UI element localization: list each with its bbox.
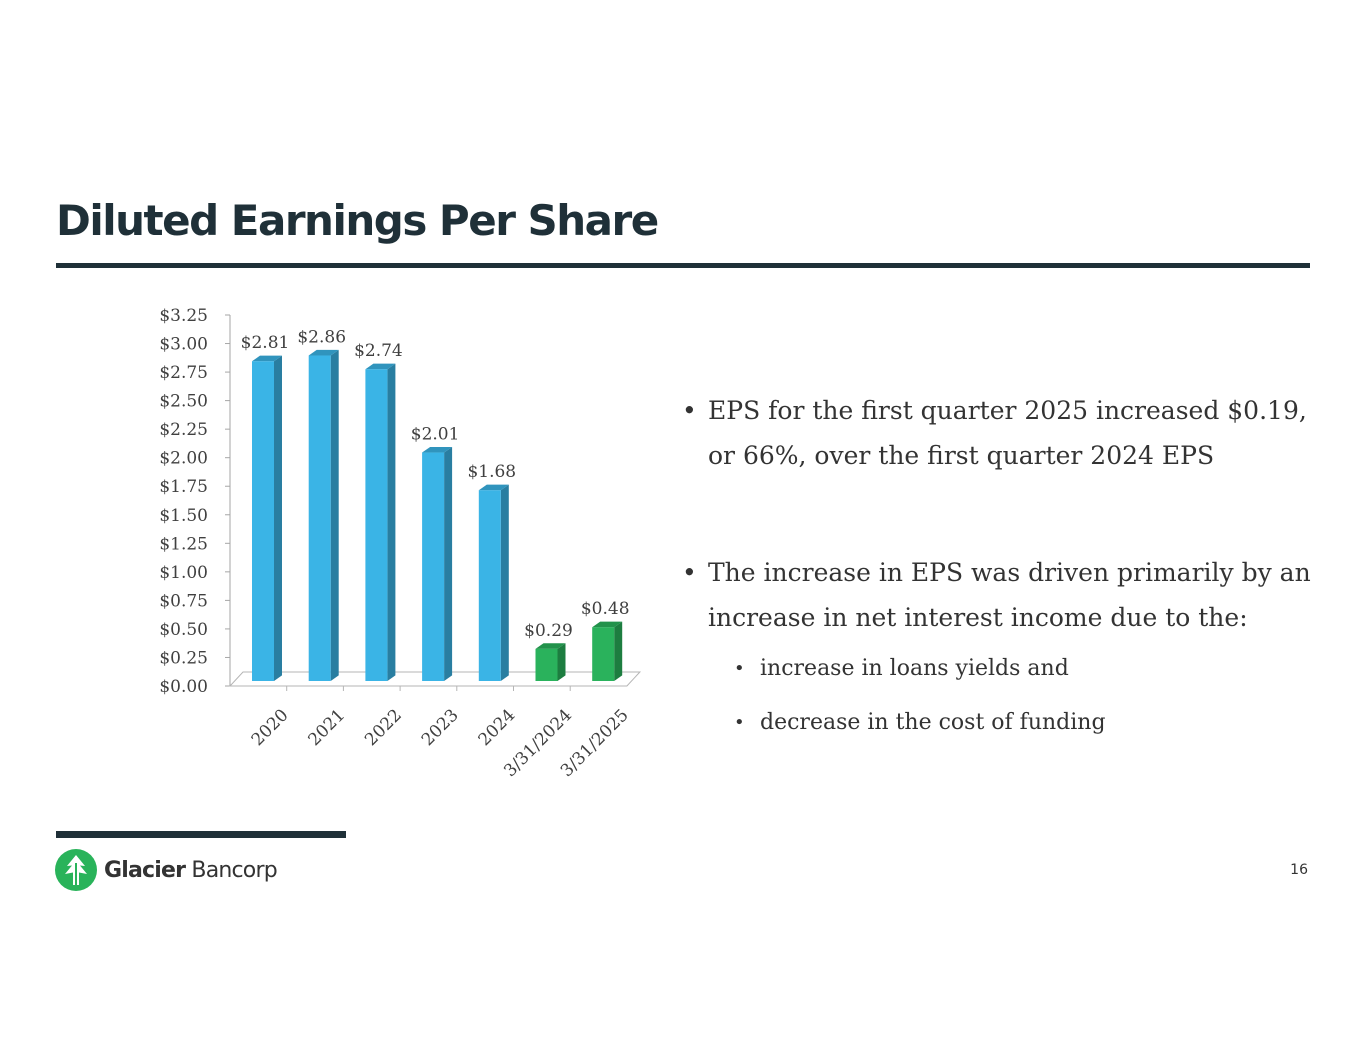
bar-2024: [478, 484, 509, 681]
bullet-list: EPS for the first quarter 2025 increased…: [680, 388, 1340, 741]
y-tick-label: $1.25: [159, 534, 208, 554]
y-tick-label: $0.25: [159, 648, 208, 668]
y-tick-label: $0.00: [159, 677, 208, 697]
footer-divider: [56, 831, 346, 838]
logo-wordmark: Glacier Bancorp: [104, 857, 278, 883]
bar-2022: [365, 363, 396, 681]
y-tick-label: $2.00: [159, 449, 208, 469]
y-tick-label: $2.25: [159, 420, 208, 440]
bar-value-label: $2.81: [241, 333, 290, 353]
sub-bullet-item: increase in loans yields and: [680, 651, 1340, 687]
chart-bars: [252, 349, 623, 681]
eps-bar-chart: $0.00 $0.25 $0.50 $0.75 $1.00 $1.25 $1.50 $1.75…: [159, 306, 642, 781]
logo-wordmark-light: Bancorp: [185, 857, 277, 883]
chart-floor: [228, 671, 642, 687]
y-tick-label: $1.00: [159, 563, 208, 583]
x-tick-label: 2023: [418, 705, 463, 750]
y-tick-label: $1.50: [159, 506, 208, 526]
page-number: 16: [1290, 862, 1308, 878]
chart-axes: [228, 315, 642, 691]
bullet-item: The increase in EPS was driven primarily…: [680, 550, 1340, 640]
bar-2023: [422, 446, 453, 681]
bar-3/31/2025: [592, 621, 623, 681]
company-logo: Glacier Bancorp: [55, 849, 278, 891]
bar-value-label: $0.48: [581, 599, 630, 619]
bar-value-label: $2.01: [411, 425, 460, 445]
bar-value-label: $1.68: [467, 462, 516, 482]
x-tick-label: 2021: [305, 705, 350, 750]
sub-bullet-item: decrease in the cost of funding: [680, 705, 1340, 741]
chart-value-labels: $2.81 $2.86 $2.74 $2.01 $1.68 $0.29 $0.48: [241, 328, 630, 641]
y-tick-label: $1.75: [159, 477, 208, 497]
bar-value-label: $0.29: [524, 621, 573, 641]
bar-2021: [308, 349, 339, 681]
y-tick-label: $3.25: [159, 306, 208, 326]
y-tick-label: $0.50: [159, 620, 208, 640]
y-axis-ticks: $0.00 $0.25 $0.50 $0.75 $1.00 $1.25 $1.50 $1.75…: [159, 306, 230, 697]
x-tick-label: 2024: [475, 705, 520, 750]
page-title: Diluted Earnings Per Share: [56, 196, 659, 245]
title-divider: [56, 263, 1310, 268]
bar-2020: [252, 355, 282, 681]
bar-3/31/2024: [535, 643, 566, 681]
x-tick-label: 2020: [248, 705, 293, 750]
y-tick-label: $2.50: [159, 392, 208, 412]
y-tick-label: $3.00: [159, 335, 208, 355]
x-tick-label: 2022: [361, 705, 406, 750]
y-tick-label: $0.75: [159, 591, 208, 611]
bullet-item: EPS for the first quarter 2025 increased…: [680, 388, 1340, 478]
bar-value-label: $2.86: [297, 328, 346, 348]
bar-value-label: $2.74: [354, 341, 403, 361]
y-tick-label: $2.75: [159, 363, 208, 383]
logo-wordmark-bold: Glacier: [104, 857, 186, 883]
tree-icon: [55, 849, 97, 891]
